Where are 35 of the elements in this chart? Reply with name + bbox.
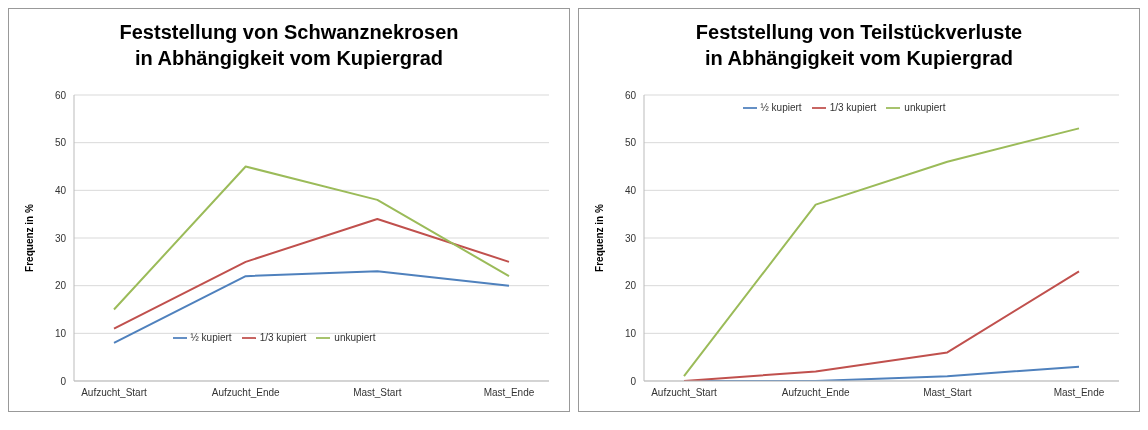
x-tick-label: Mast_Start [353, 387, 402, 399]
y-tick-label: 20 [54, 280, 67, 292]
x-tick-label: Aufzucht_Start [81, 387, 148, 399]
x-tick-label: Mast_Ende [1053, 387, 1105, 399]
legend-label: ½ kupiert [760, 101, 802, 113]
y-tick-label: 20 [624, 280, 637, 292]
y-axis-title: Frequenz in % [23, 204, 35, 272]
legend-label: unkupiert [334, 331, 376, 343]
y-tick-label: 50 [624, 137, 637, 149]
legend-label: 1/3 kupiert [829, 101, 877, 113]
y-tick-label: 10 [54, 327, 67, 339]
y-axis-title: Frequenz in % [593, 204, 605, 272]
y-tick-label: 30 [54, 232, 67, 244]
y-tick-label: 10 [624, 327, 637, 339]
x-tick-label: Mast_Ende [483, 387, 535, 399]
x-tick-label: Aufzucht_Start [651, 387, 718, 399]
chart-title: Feststellung von Schwanznekrosen in Abhängigkeit vom Kupiergrad [118, 20, 460, 71]
y-tick-label: 30 [624, 232, 637, 244]
line-series [113, 270, 510, 344]
x-tick-label: Aufzucht_Ende [211, 387, 281, 399]
line-series [683, 127, 1080, 378]
y-tick-label: 40 [54, 184, 67, 196]
y-tick-label: 60 [54, 89, 67, 101]
line-series [113, 165, 510, 311]
x-tick-label: Mast_Start [923, 387, 972, 399]
y-tick-label: 0 [60, 375, 67, 387]
y-tick-label: 40 [624, 184, 637, 196]
x-tick-label: Aufzucht_Ende [781, 387, 851, 399]
legend-label: unkupiert [904, 101, 946, 113]
legend-label: 1/3 kupiert [259, 331, 307, 343]
legend-label: ½ kupiert [190, 331, 232, 343]
chart-title: Feststellung von Teilstückverluste in Abhängigkeit vom Kupiergrad [694, 20, 1024, 71]
y-tick-label: 60 [624, 89, 637, 101]
y-tick-label: 0 [630, 375, 637, 387]
y-tick-label: 50 [54, 137, 67, 149]
